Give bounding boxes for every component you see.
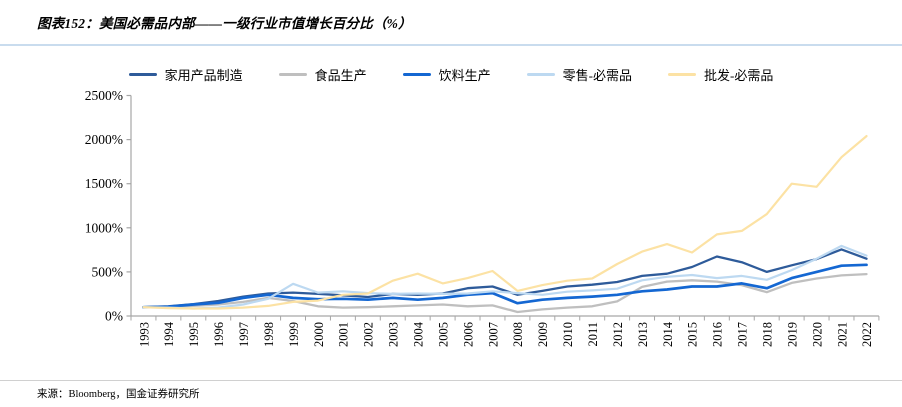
title-divider xyxy=(0,44,902,46)
x-axis-label: 1998 xyxy=(262,322,276,347)
x-axis-label: 2003 xyxy=(387,322,401,347)
x-axis-label: 2007 xyxy=(486,322,500,347)
x-axis-label: 1996 xyxy=(212,322,226,347)
x-axis-label: 2020 xyxy=(810,322,824,347)
legend-swatch-beverage-production xyxy=(402,72,431,76)
y-axis-label: 2000% xyxy=(85,132,123,147)
source-divider xyxy=(0,380,902,381)
x-axis-label: 2005 xyxy=(436,322,450,347)
x-axis-label: 1997 xyxy=(237,322,251,347)
legend-label-wholesale-staples: 批发-必需品 xyxy=(704,67,774,83)
source-text: 来源：Bloomberg，国金证券研究所 xyxy=(37,389,200,400)
x-axis-label: 2009 xyxy=(536,322,550,347)
x-axis-label: 1995 xyxy=(187,322,201,347)
x-axis-label: 2021 xyxy=(835,322,849,347)
chart-legend: 家用产品制造 食品生产 饮料生产 零售-必需品 批发-必需品 xyxy=(0,63,902,85)
y-axis-label: 0% xyxy=(105,309,123,324)
x-axis-label: 2014 xyxy=(661,321,675,347)
y-axis-label: 500% xyxy=(92,264,124,279)
x-axis-label: 1999 xyxy=(287,322,301,347)
legend-swatch-retail-staples xyxy=(526,72,555,76)
x-axis-label: 2004 xyxy=(411,321,425,347)
x-axis-label: 2022 xyxy=(860,322,874,347)
x-axis-label: 2006 xyxy=(461,322,475,347)
series-line-wholesale-staples xyxy=(142,135,868,310)
legend-item-retail-staples: 零售-必需品 xyxy=(526,65,633,84)
x-axis-label: 2010 xyxy=(561,322,575,347)
x-axis-label: 2012 xyxy=(611,322,625,347)
x-axis-label: 2017 xyxy=(736,322,750,347)
x-axis-label: 2001 xyxy=(337,322,351,347)
x-axis-label: 2019 xyxy=(785,322,799,347)
y-axis-label: 1000% xyxy=(85,220,123,235)
legend-swatch-food-production xyxy=(278,72,307,76)
x-axis-label: 2013 xyxy=(636,322,650,347)
x-axis-label: 1994 xyxy=(162,321,176,347)
figure-title: 图表152：美国必需品内部——一级行业市值增长百分比（%） xyxy=(37,16,412,31)
legend-item-food-production: 食品生产 xyxy=(278,65,367,84)
legend-swatch-wholesale-staples xyxy=(668,72,697,76)
legend-item-wholesale-staples: 批发-必需品 xyxy=(668,65,773,84)
series-line-retail-staples xyxy=(142,244,868,310)
legend-item-household-products-mfg: 家用产品制造 xyxy=(128,65,243,84)
legend-label-food-production: 食品生产 xyxy=(314,67,367,83)
legend-swatch-household-products-mfg xyxy=(128,72,157,76)
y-axis-label: 1500% xyxy=(85,176,123,191)
series-line-food-production xyxy=(142,272,868,314)
x-axis-label: 2008 xyxy=(511,322,525,347)
y-axis-label: 2500% xyxy=(85,88,123,103)
legend-item-beverage-production: 饮料生产 xyxy=(402,65,491,84)
legend-label-household-products-mfg: 家用产品制造 xyxy=(164,67,243,83)
x-axis-label: 2016 xyxy=(711,322,725,347)
x-axis-label: 2000 xyxy=(312,322,326,347)
legend-label-beverage-production: 饮料生产 xyxy=(438,67,491,83)
x-axis-label: 2015 xyxy=(686,322,700,347)
x-axis-label: 2018 xyxy=(761,322,775,347)
x-axis-label: 2011 xyxy=(586,322,600,347)
series-line-beverage-production xyxy=(142,263,868,309)
x-axis-label: 1993 xyxy=(137,322,151,347)
x-axis-label: 2002 xyxy=(362,322,376,347)
legend-label-retail-staples: 零售-必需品 xyxy=(562,67,633,83)
